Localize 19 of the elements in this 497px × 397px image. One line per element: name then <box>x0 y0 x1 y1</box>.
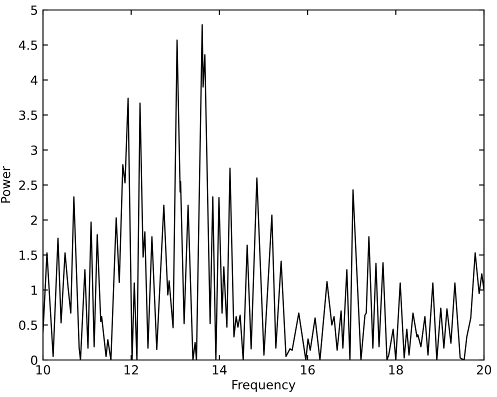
x-tick-label: 20 <box>476 365 492 375</box>
x-tick-label: 10 <box>36 365 50 375</box>
y-tick-label: 5 <box>31 6 38 15</box>
y-tick-label: 2.5 <box>19 180 38 190</box>
y-tick-label: 0.5 <box>19 320 38 330</box>
y-tick-label: 2 <box>31 215 37 225</box>
y-tick-label: 0 <box>31 355 38 365</box>
x-tick-label: 14 <box>212 365 227 374</box>
y-tick-label: 3.5 <box>19 110 38 120</box>
y-tick-label: 1 <box>32 286 37 295</box>
x-tick-label: 16 <box>301 365 315 375</box>
y-tick-label: 4.5 <box>18 40 38 50</box>
y-tick-label: 4 <box>30 76 38 85</box>
x-tick-label: 12 <box>124 365 138 374</box>
y-tick-label: 3 <box>31 145 38 155</box>
y-axis-title: Power <box>0 166 10 203</box>
x-tick-label: 18 <box>389 365 403 375</box>
y-tick-label: 1.5 <box>20 250 38 260</box>
x-axis-title: Frequency <box>232 380 296 392</box>
